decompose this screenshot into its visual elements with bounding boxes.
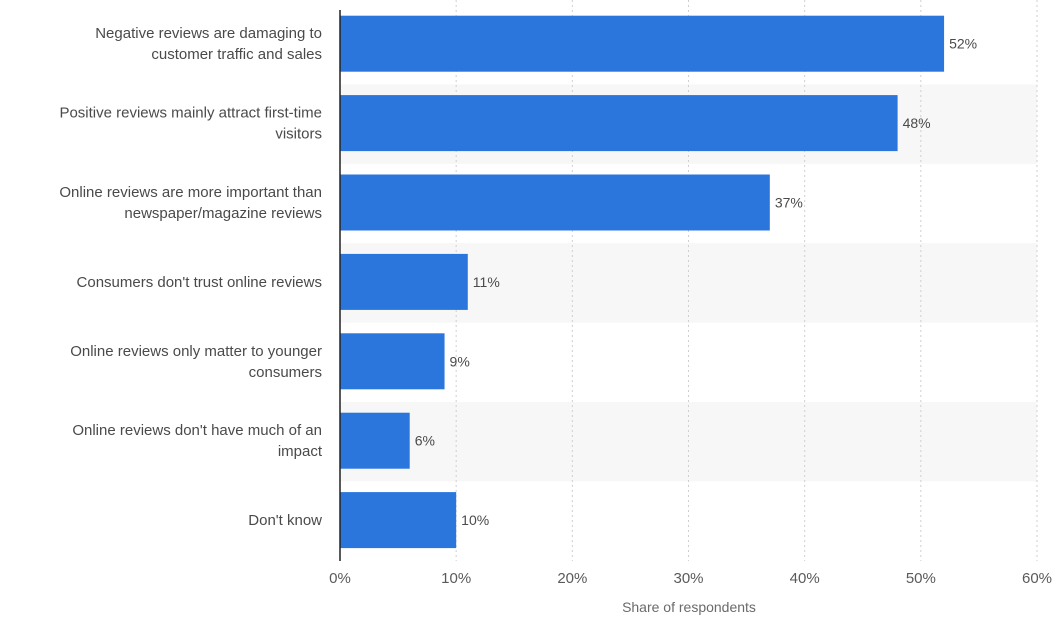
bar bbox=[340, 174, 770, 231]
category-label: Online reviews only matter to younger con… bbox=[70, 343, 322, 381]
bar bbox=[340, 15, 945, 72]
category-label: Online reviews don't have much of an impa… bbox=[72, 422, 322, 460]
x-tick-label: 30% bbox=[673, 570, 703, 587]
category-label: Don't know bbox=[248, 512, 322, 529]
value-label: 48% bbox=[903, 115, 931, 131]
category-label-line: customer traffic and sales bbox=[151, 46, 322, 63]
category-label-line: newspaper/magazine reviews bbox=[124, 205, 322, 222]
category-label: Online reviews are more important than ne… bbox=[59, 184, 322, 222]
bar bbox=[340, 95, 898, 152]
x-tick-label: 10% bbox=[441, 570, 471, 587]
category-label-line: Online reviews only matter to younger bbox=[70, 343, 322, 360]
category-label-line: Online reviews are more important than bbox=[59, 184, 322, 201]
category-label-line: consumers bbox=[249, 364, 322, 381]
category-label-line: Positive reviews mainly attract first-ti… bbox=[59, 105, 322, 122]
bar bbox=[340, 412, 410, 469]
bar bbox=[340, 492, 457, 549]
value-label: 11% bbox=[473, 274, 500, 290]
value-label: 6% bbox=[415, 433, 435, 449]
category-label: Consumers don't trust online reviews bbox=[77, 274, 322, 291]
x-tick-label: 0% bbox=[329, 570, 351, 587]
value-label: 52% bbox=[949, 36, 977, 52]
x-tick-label: 20% bbox=[557, 570, 587, 587]
category-label: Negative reviews are damaging to customer… bbox=[95, 25, 322, 63]
value-label: 9% bbox=[450, 353, 470, 369]
x-axis-title: Share of respondents bbox=[622, 599, 756, 615]
category-label: Positive reviews mainly attract first-ti… bbox=[59, 105, 322, 143]
bar bbox=[340, 253, 468, 310]
value-label: 10% bbox=[461, 512, 489, 528]
x-tick-label: 50% bbox=[906, 570, 936, 587]
value-label: 37% bbox=[775, 195, 803, 211]
category-label-line: Online reviews don't have much of an bbox=[72, 422, 322, 439]
x-tick-label: 40% bbox=[790, 570, 820, 587]
bar bbox=[340, 333, 445, 390]
labels: 52% Negative reviews are damaging to custo… bbox=[59, 25, 1052, 587]
category-label-line: impact bbox=[278, 443, 323, 460]
bars bbox=[340, 15, 945, 549]
x-tick-label: 60% bbox=[1022, 570, 1052, 587]
category-label-line: Consumers don't trust online reviews bbox=[77, 274, 322, 291]
category-label-line: Don't know bbox=[248, 512, 322, 529]
category-label-line: Negative reviews are damaging to bbox=[95, 25, 322, 42]
category-label-line: visitors bbox=[275, 126, 322, 143]
